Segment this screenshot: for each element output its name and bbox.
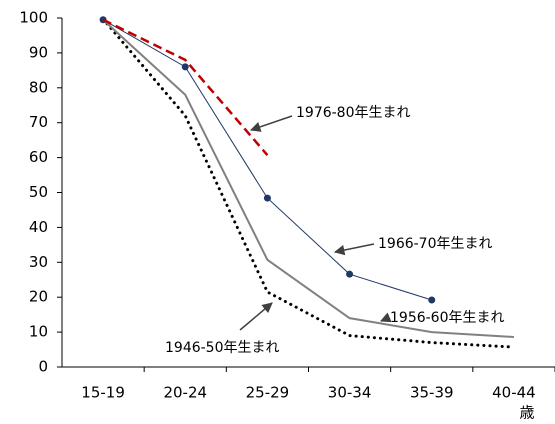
y-tick-label: 10 bbox=[29, 323, 48, 341]
x-tick-label: 35-39 bbox=[410, 384, 454, 402]
x-tick-label: 25-29 bbox=[246, 384, 290, 402]
arrow bbox=[380, 312, 392, 323]
x-tick-label: 30-34 bbox=[328, 384, 372, 402]
annotation: 1946-50年生まれ bbox=[165, 340, 280, 356]
y-tick-label: 40 bbox=[29, 218, 48, 236]
plot bbox=[99, 16, 516, 349]
arrow bbox=[250, 115, 293, 132]
annotation: 1966-70年生まれ bbox=[378, 236, 493, 252]
y-tick-label: 80 bbox=[29, 78, 48, 96]
annotation: 1956-60年生まれ bbox=[390, 310, 505, 326]
arrow bbox=[239, 302, 273, 331]
y-tick-label: 100 bbox=[19, 9, 48, 27]
series-line bbox=[102, 18, 269, 156]
y-tick-label: 70 bbox=[29, 113, 48, 131]
y-tick-label: 0 bbox=[38, 358, 48, 376]
y-tick-label: 90 bbox=[29, 43, 48, 61]
arrow bbox=[333, 243, 375, 256]
annotation: 1976-80年生まれ bbox=[296, 105, 411, 121]
x-tick-label: 15-19 bbox=[81, 384, 125, 402]
series-line bbox=[101, 17, 516, 349]
x-axis-label: 歳 bbox=[519, 404, 534, 422]
series-line bbox=[102, 19, 514, 338]
point bbox=[263, 194, 271, 202]
x-tick-label: 40-44 bbox=[492, 384, 536, 402]
y-tick-label: 30 bbox=[29, 253, 48, 271]
x-tick-label: 20-24 bbox=[163, 384, 207, 402]
y-tick-label: 50 bbox=[29, 183, 48, 201]
y-tick-label: 60 bbox=[29, 148, 48, 166]
point bbox=[181, 63, 189, 71]
point bbox=[346, 270, 354, 278]
point bbox=[428, 296, 436, 304]
y-tick-label: 20 bbox=[29, 288, 48, 306]
